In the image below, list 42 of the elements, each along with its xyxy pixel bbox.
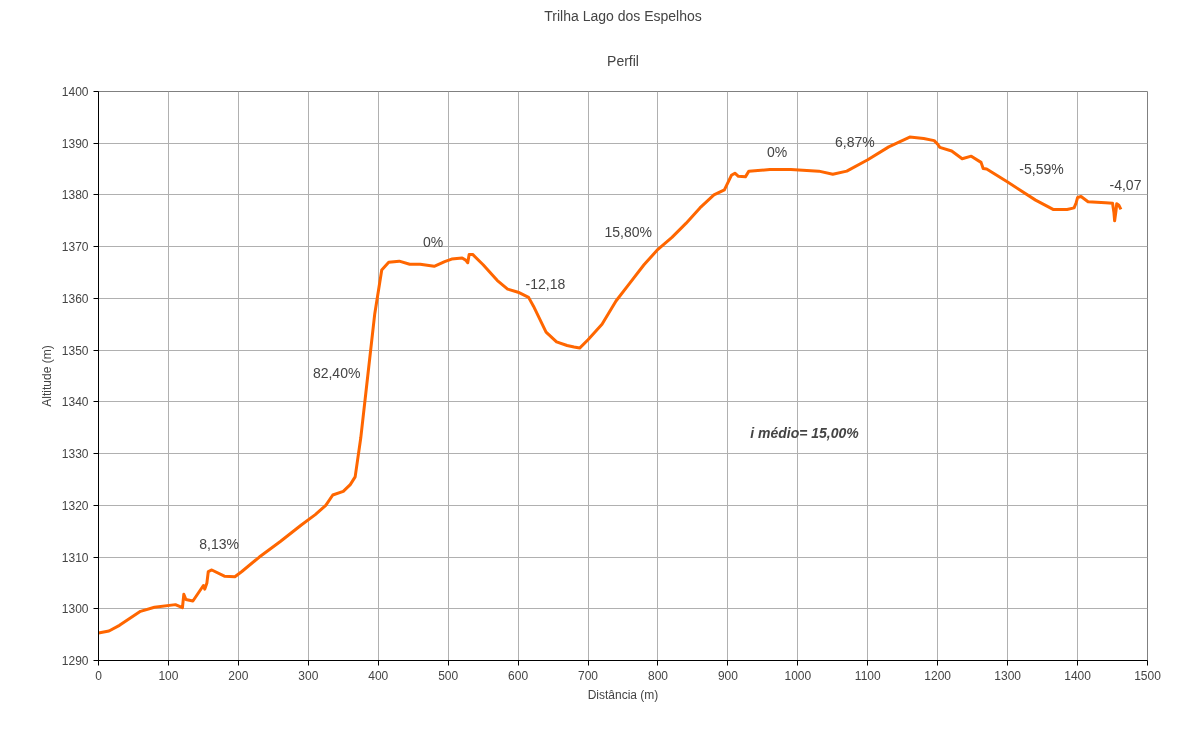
annotation: -12,18 bbox=[525, 276, 566, 293]
y-tick-label: 1360 bbox=[61, 291, 89, 306]
x-tick-label: 700 bbox=[578, 668, 599, 683]
annotation: 82,40% bbox=[312, 365, 361, 382]
x-tick-label: 500 bbox=[438, 668, 459, 683]
y-tick-label: 1380 bbox=[61, 188, 89, 203]
x-axis-title: Distância (m) bbox=[587, 687, 659, 702]
y-tick-label: 1400 bbox=[61, 85, 89, 99]
y-tick-label: 1370 bbox=[61, 240, 89, 255]
annotation: -4,07 bbox=[1109, 177, 1142, 194]
annotation: 0% bbox=[767, 144, 788, 161]
x-tick-label: 600 bbox=[508, 668, 529, 683]
y-tick-label: 1330 bbox=[61, 447, 89, 462]
annotation: i médio= 15,00% bbox=[750, 424, 860, 441]
x-tick-label: 1000 bbox=[784, 668, 812, 683]
x-tick-label: 100 bbox=[158, 668, 179, 683]
chart-title: Trilha Lago dos Espelhos bbox=[544, 7, 702, 24]
annotation: 6,87% bbox=[834, 133, 875, 150]
y-tick-label: 1340 bbox=[61, 395, 89, 410]
x-tick-label: 900 bbox=[717, 668, 739, 683]
x-tick-label: 0 bbox=[95, 668, 103, 683]
y-tick-label: 1300 bbox=[61, 602, 89, 617]
y-tick-label: 1290 bbox=[61, 654, 89, 668]
x-tick-label: 400 bbox=[368, 668, 389, 683]
annotation: 15,80% bbox=[604, 224, 652, 241]
chart-subtitle: Perfil bbox=[607, 53, 639, 69]
annotation: 0% bbox=[423, 233, 444, 250]
x-tick-label: 800 bbox=[647, 668, 669, 683]
annotation: 8,13% bbox=[199, 535, 239, 552]
x-tick-label: 1200 bbox=[924, 668, 952, 683]
x-tick-label: 300 bbox=[298, 668, 319, 683]
annotation: -5,59% bbox=[1019, 160, 1064, 177]
y-tick-label: 1320 bbox=[61, 498, 89, 513]
x-tick-label: 1300 bbox=[994, 668, 1022, 683]
y-tick-label: 1310 bbox=[61, 550, 89, 565]
y-tick-label: 1350 bbox=[61, 343, 89, 358]
x-tick-label: 1500 bbox=[1134, 668, 1162, 683]
y-tick-label: 1390 bbox=[61, 136, 89, 151]
y-axis-title: Altitude (m) bbox=[39, 345, 54, 407]
x-tick-label: 200 bbox=[228, 668, 249, 683]
x-tick-label: 1400 bbox=[1064, 668, 1092, 683]
x-tick-label: 1100 bbox=[854, 668, 881, 683]
